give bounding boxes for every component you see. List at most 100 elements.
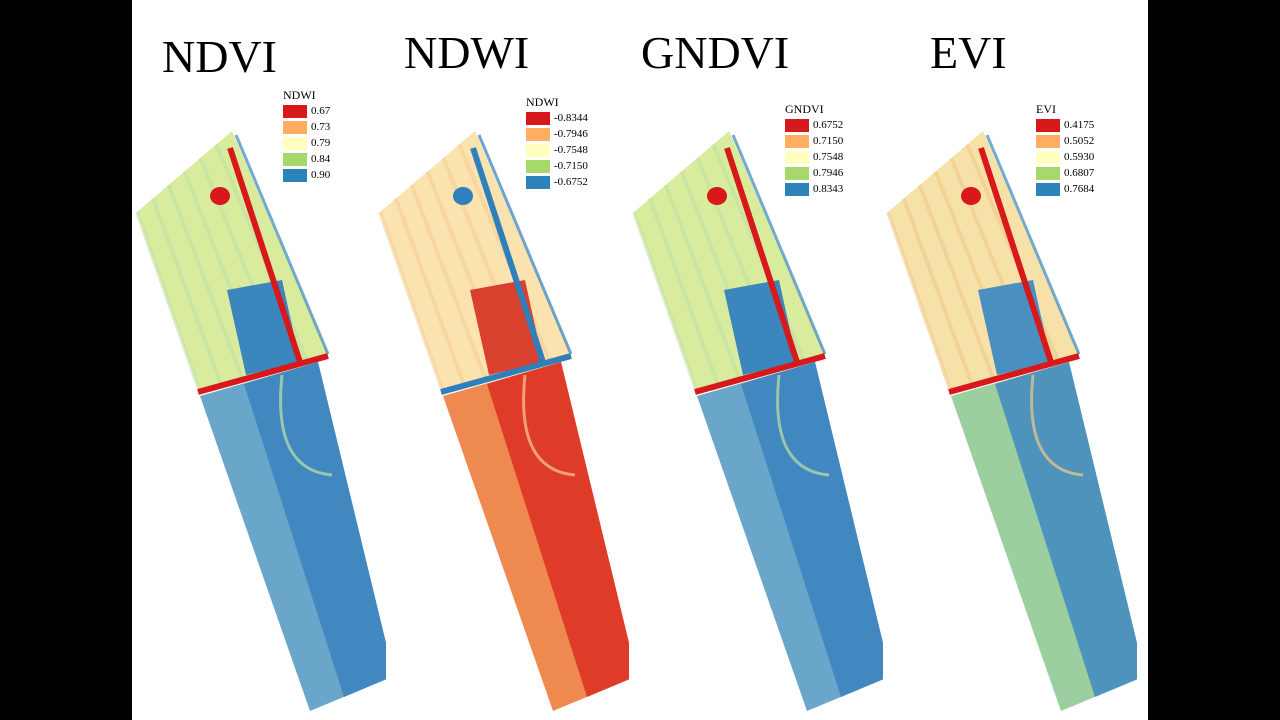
legend-swatch [785,166,809,180]
legend-item: 0.6752 [785,117,843,133]
field-track [1030,374,1084,477]
legend-swatch [526,159,550,173]
legend: GNDVI 0.6752 0.7150 0.7548 0.7946 0.8343 [785,103,843,197]
road-horizontal [694,353,826,395]
legend-label: 0.84 [311,153,331,165]
legend-item: 0.8343 [785,181,843,197]
lower-stripe [487,362,629,697]
legend-swatch [1036,182,1060,196]
lower-stripe [741,362,883,697]
legend-swatch [526,175,550,189]
panel-evi: EVI EVI 0.4175 0.5052 0.5930 0.6807 0.76… [883,0,1137,720]
panel-gndvi: GNDVI GNDVI 0.6752 0.7150 0.7548 0.7946 … [629,0,883,720]
crop-row [632,211,699,393]
legend-label: 0.5052 [1064,135,1095,147]
legend-label: 0.4175 [1064,119,1095,131]
legend-label: 0.7150 [813,135,844,147]
road-vertical [470,147,546,363]
legend-label: 0.67 [311,105,331,117]
legend-item: 0.67 [283,103,330,119]
crop-row [135,211,202,393]
legend-item: 0.73 [283,119,330,135]
legend-label: 0.7548 [813,151,844,163]
road-horizontal [948,353,1080,395]
road-vertical [978,147,1054,363]
field-track [522,374,576,477]
legend-label: -0.7946 [554,128,588,140]
legend-item: -0.6752 [526,174,588,190]
crop-row [663,184,742,381]
legend-swatch [283,136,307,150]
legend: NDWI 0.67 0.73 0.79 0.84 0.90 [283,89,330,183]
canal [477,134,573,355]
legend-item: -0.7946 [526,126,588,142]
legend-title: GNDVI [785,102,824,116]
legend: NDWI -0.8344 -0.7946 -0.7548 -0.7150 -0.… [526,96,588,190]
legend-label: -0.8344 [554,112,588,124]
right-letterbox [1148,0,1280,720]
crop-row [917,184,996,381]
legend-item: 0.84 [283,151,330,167]
legend-swatch [526,111,550,125]
road-vertical [724,147,800,363]
legend-item: -0.7548 [526,142,588,158]
legend-label: -0.6752 [554,176,588,188]
crop-row [409,184,488,381]
crop-row [393,197,467,387]
crop-row [150,197,224,387]
legend-item: 0.7150 [785,133,843,149]
legend-item: 0.5052 [1036,133,1094,149]
field-track [776,374,830,477]
crop-row [886,211,953,393]
legend-swatch [1036,118,1060,132]
legend-label: -0.7150 [554,160,588,172]
legend-swatch [283,152,307,166]
legend-swatch [283,120,307,134]
legend-item: 0.5930 [1036,149,1094,165]
legend: EVI 0.4175 0.5052 0.5930 0.6807 0.7684 [1036,103,1094,197]
legend-label: 0.6807 [1064,167,1095,179]
road-horizontal [197,353,329,395]
legend-title: NDWI [526,95,559,109]
ndvi-map [135,131,386,711]
crop-row [901,197,975,387]
water-blob [707,187,727,205]
legend-swatch [785,150,809,164]
legend-swatch [785,134,809,148]
legend-swatch [1036,150,1060,164]
crop-row [166,184,245,381]
panel-title: NDWI [404,27,530,78]
legend-title: EVI [1036,102,1056,116]
legend-swatch [283,168,307,182]
road-vertical [227,147,303,363]
legend-swatch [1036,166,1060,180]
canal [985,134,1081,355]
legend-item: 0.90 [283,167,330,183]
figure-canvas: NDVI NDWI 0.67 0.73 0.79 0.84 0.90 NDWI … [132,0,1148,720]
crop-row [647,197,721,387]
legend-label: 0.73 [311,121,331,133]
legend-item: 0.7684 [1036,181,1094,197]
lower-stripe [995,362,1137,697]
legend-label: 0.79 [311,137,331,149]
legend-label: 0.7946 [813,167,844,179]
crop-row [378,211,445,393]
lower-stripe [244,362,386,697]
legend-item: 0.79 [283,135,330,151]
evi-map [886,131,1137,711]
legend-label: 0.5930 [1064,151,1095,163]
legend-label: 0.6752 [813,119,844,131]
water-blob [961,187,981,205]
left-letterbox [0,0,132,720]
panel-title: EVI [930,27,1007,78]
canal [731,134,827,355]
legend-item: -0.7150 [526,158,588,174]
legend-label: 0.90 [311,169,331,181]
field-track [279,374,333,477]
legend-swatch [283,104,307,118]
gndvi-map [632,131,883,711]
legend-swatch [526,127,550,141]
legend-title: NDWI [283,88,316,102]
legend-label: 0.8343 [813,183,844,195]
legend-item: 0.6807 [1036,165,1094,181]
